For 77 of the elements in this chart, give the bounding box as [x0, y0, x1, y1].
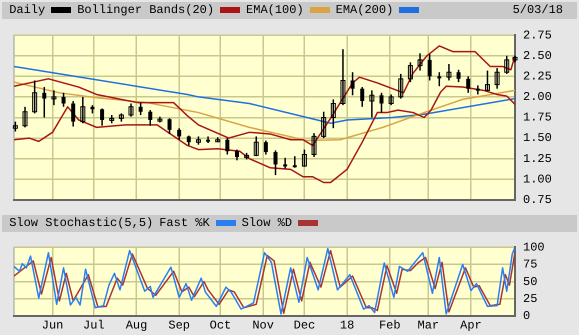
x-tick-label: 18 [340, 318, 354, 332]
candlestick [42, 86, 46, 118]
candlestick [292, 155, 297, 168]
candlestick [186, 134, 191, 146]
candlestick [225, 137, 230, 156]
candlestick [466, 76, 470, 94]
candlestick [369, 90, 374, 118]
y-tick-label: 1.75 [523, 110, 552, 125]
x-tick-label: Apr [460, 318, 482, 332]
candlestick [71, 100, 76, 128]
y-tick-label: 1.25 [523, 152, 552, 166]
x-tick-label: Jul [83, 318, 105, 332]
candlestick [388, 94, 394, 106]
y-tick-label: 1.50 [523, 131, 552, 146]
legend-label: Daily [9, 3, 46, 17]
candlestick [168, 118, 172, 135]
candlestick [274, 150, 278, 176]
legend-label: Bollinger Bands(20) [77, 3, 214, 17]
x-tick-label: Jun [42, 318, 64, 332]
candlestick [446, 63, 452, 82]
y-tick-label: 2.75 [523, 28, 552, 42]
y-tick-label: 2.50 [523, 48, 552, 63]
candlestick [360, 86, 364, 108]
candlestick [456, 69, 461, 83]
candlestick [177, 127, 182, 140]
candlestick [128, 102, 134, 118]
y-tick-label: 50 [523, 274, 538, 289]
candlestick [418, 52, 423, 72]
candlestick [312, 132, 317, 158]
y-tick-label: 25 [523, 292, 538, 306]
candlestick [330, 98, 336, 129]
candlestick [80, 96, 86, 124]
y-tick-label: 1.00 [523, 172, 552, 186]
x-tick-label: Feb [378, 318, 401, 332]
chart-title: Slow Stochastic(5,5) [9, 216, 154, 230]
candlestick [12, 120, 18, 132]
candlestick [504, 55, 510, 75]
y-tick-label: 75 [523, 258, 538, 272]
x-tick-label: Oct [210, 318, 232, 332]
candlestick [62, 92, 66, 108]
candlestick [408, 62, 413, 83]
legend-label: EMA(200) [336, 3, 394, 17]
candlestick [100, 108, 104, 126]
candlestick [350, 71, 355, 96]
candlestick [148, 109, 152, 126]
candlestick [340, 48, 346, 106]
candlestick [437, 71, 442, 87]
x-tick-label: Nov [252, 318, 274, 332]
candlestick [398, 73, 404, 100]
candlestick [283, 157, 288, 170]
candlestick [264, 140, 268, 156]
candlestick [138, 102, 143, 116]
candlestick [302, 148, 307, 168]
legend-label: Fast %K [159, 216, 210, 230]
candlestick [494, 67, 500, 90]
candlestick [379, 92, 384, 114]
x-tick-label: Mar [417, 318, 440, 332]
x-tick-label: Aug [126, 318, 148, 332]
candlestick [428, 53, 432, 82]
y-tick-label: 0 [523, 309, 530, 324]
candlestick [321, 110, 326, 139]
legend-label: Slow %D [242, 216, 292, 230]
candlestick [234, 148, 239, 162]
x-tick-label: Dec [294, 318, 316, 332]
x-tick-label: Sep [168, 318, 190, 332]
candlestick [254, 136, 259, 157]
candlestick [51, 90, 56, 106]
candlestick [484, 70, 490, 92]
legend-label: EMA(100) [246, 3, 304, 17]
candlestick [32, 80, 38, 114]
text: 5/03/18 [512, 2, 563, 19]
y-tick-label: 2.25 [523, 70, 552, 84]
candlestick [476, 84, 480, 96]
candlestick [22, 106, 28, 128]
y-tick-label: 0.75 [523, 192, 552, 207]
y-tick-label: 100 [523, 240, 545, 254]
y-tick-label: 2.00 [523, 90, 552, 104]
